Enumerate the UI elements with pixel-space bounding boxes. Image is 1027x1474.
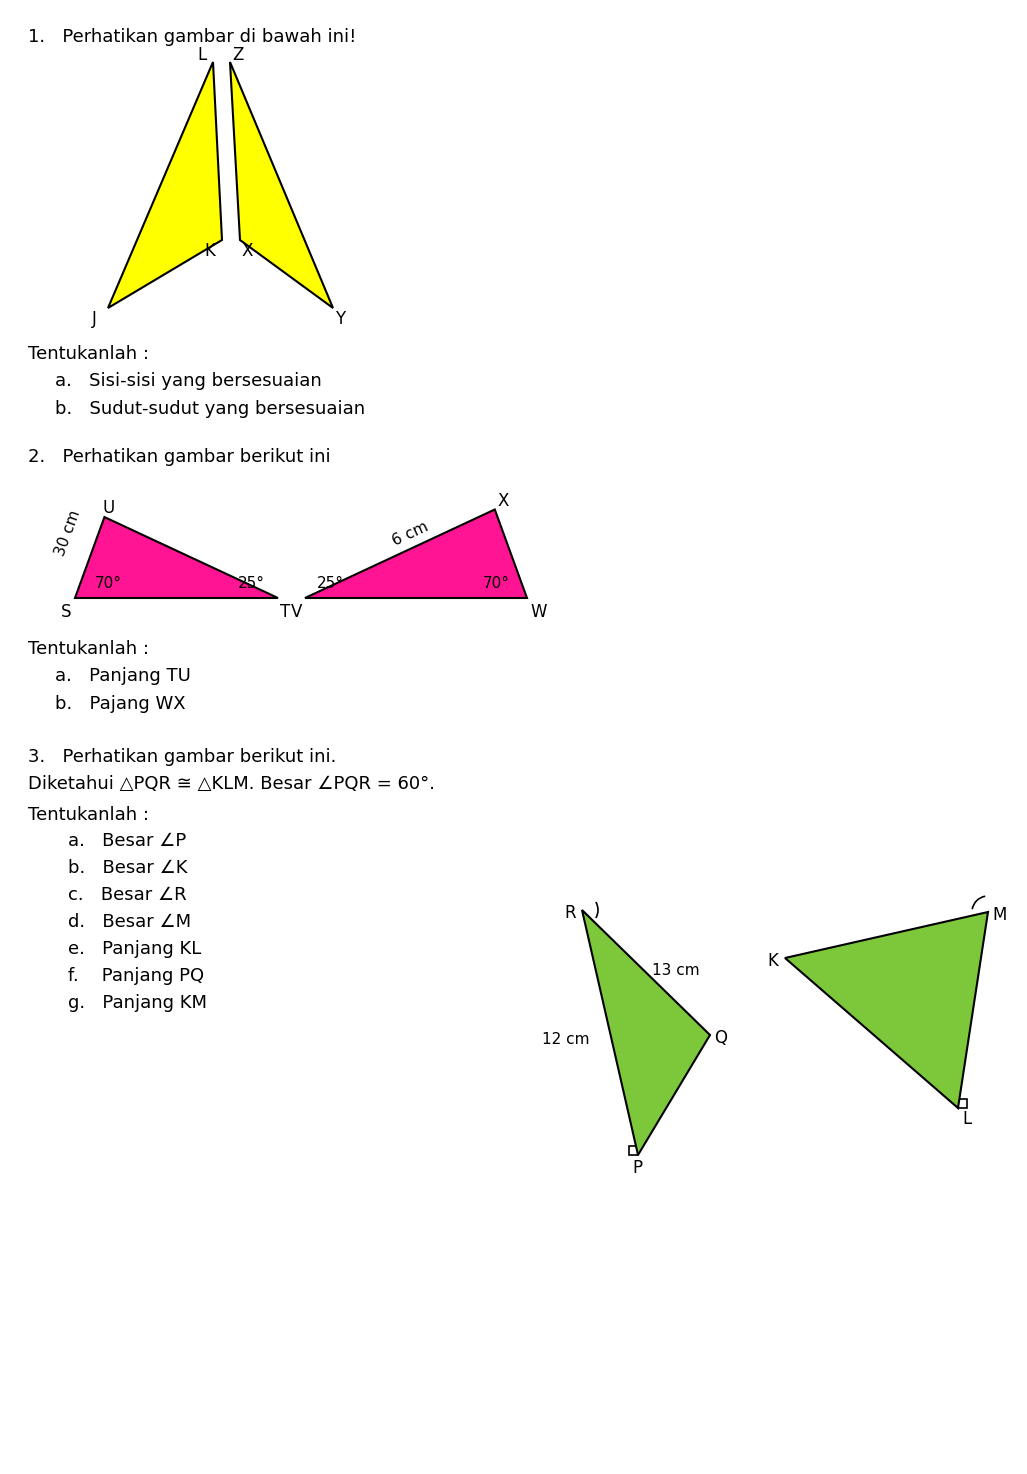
- Text: c.   Besar ∠R: c. Besar ∠R: [68, 886, 187, 904]
- Text: b.   Besar ∠K: b. Besar ∠K: [68, 859, 188, 877]
- Text: g.   Panjang KM: g. Panjang KM: [68, 993, 207, 1013]
- Text: X: X: [242, 242, 254, 259]
- Text: Tentukanlah :: Tentukanlah :: [28, 345, 149, 363]
- Text: 70°: 70°: [483, 576, 510, 591]
- Text: U: U: [103, 500, 115, 517]
- Text: M: M: [992, 907, 1006, 924]
- Text: b.   Sudut-sudut yang bersesuaian: b. Sudut-sudut yang bersesuaian: [55, 399, 366, 419]
- Text: L: L: [962, 1110, 972, 1128]
- Text: K: K: [767, 952, 777, 970]
- Polygon shape: [75, 517, 278, 598]
- Text: 70°: 70°: [96, 576, 122, 591]
- Text: 6 cm: 6 cm: [389, 519, 430, 548]
- Text: 1.   Perhatikan gambar di bawah ini!: 1. Perhatikan gambar di bawah ini!: [28, 28, 356, 46]
- Polygon shape: [230, 62, 333, 308]
- Text: T: T: [280, 603, 291, 621]
- Text: 13 cm: 13 cm: [652, 963, 699, 977]
- Text: R: R: [564, 904, 575, 923]
- Polygon shape: [582, 909, 710, 1156]
- Text: Y: Y: [335, 310, 345, 329]
- Text: e.   Panjang KL: e. Panjang KL: [68, 940, 201, 958]
- Text: a.   Panjang TU: a. Panjang TU: [55, 668, 191, 685]
- Text: J: J: [92, 310, 97, 329]
- Text: d.   Besar ∠M: d. Besar ∠M: [68, 912, 191, 932]
- Text: a.   Sisi-sisi yang bersesuaian: a. Sisi-sisi yang bersesuaian: [55, 371, 321, 391]
- Text: 12 cm: 12 cm: [542, 1032, 589, 1048]
- Polygon shape: [305, 510, 527, 598]
- Text: 25°: 25°: [317, 576, 344, 591]
- Text: P: P: [632, 1159, 642, 1178]
- Text: f.    Panjang PQ: f. Panjang PQ: [68, 967, 204, 985]
- Text: Tentukanlah :: Tentukanlah :: [28, 806, 149, 824]
- Text: X: X: [498, 491, 509, 510]
- Text: S: S: [61, 603, 72, 621]
- Polygon shape: [108, 62, 222, 308]
- Text: Tentukanlah :: Tentukanlah :: [28, 640, 149, 657]
- Text: K: K: [204, 242, 215, 259]
- Text: a.   Besar ∠P: a. Besar ∠P: [68, 831, 186, 850]
- Text: V: V: [291, 603, 302, 621]
- Text: 2.   Perhatikan gambar berikut ini: 2. Perhatikan gambar berikut ini: [28, 448, 331, 466]
- Polygon shape: [785, 912, 988, 1108]
- Text: W: W: [530, 603, 546, 621]
- Text: Z: Z: [232, 46, 243, 63]
- Text: b.   Pajang WX: b. Pajang WX: [55, 696, 186, 713]
- Text: Diketahui △PQR ≅ △KLM. Besar ∠PQR = 60°.: Diketahui △PQR ≅ △KLM. Besar ∠PQR = 60°.: [28, 775, 435, 793]
- Text: 3.   Perhatikan gambar berikut ini.: 3. Perhatikan gambar berikut ini.: [28, 747, 337, 766]
- Text: 25°: 25°: [238, 576, 265, 591]
- Text: L: L: [197, 46, 206, 63]
- Text: 30 cm: 30 cm: [52, 507, 83, 557]
- Text: Q: Q: [714, 1029, 727, 1047]
